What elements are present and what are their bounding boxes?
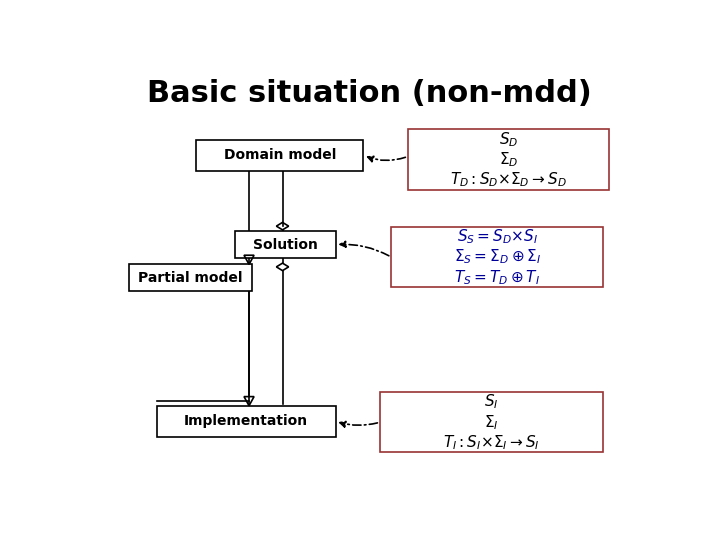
Text: $T_I{:}S_I{\times}\Sigma_I{\rightarrow}S_I$: $T_I{:}S_I{\times}\Sigma_I{\rightarrow}S… xyxy=(444,433,540,451)
Text: $T_S =T_D \oplus T_I$: $T_S =T_D \oplus T_I$ xyxy=(454,268,541,287)
Text: $T_D{:}S_D{\times}\Sigma_D{\rightarrow}S_D$: $T_D{:}S_D{\times}\Sigma_D{\rightarrow}S… xyxy=(450,170,567,189)
Text: $S_I$: $S_I$ xyxy=(485,393,499,411)
Text: Solution: Solution xyxy=(253,238,318,252)
Text: $\Sigma_S= \Sigma_D \oplus \Sigma_I$: $\Sigma_S= \Sigma_D \oplus \Sigma_I$ xyxy=(454,248,541,266)
FancyArrowPatch shape xyxy=(368,157,405,161)
FancyArrowPatch shape xyxy=(340,241,389,256)
FancyBboxPatch shape xyxy=(235,231,336,258)
Text: $S_D$: $S_D$ xyxy=(499,130,518,148)
FancyBboxPatch shape xyxy=(129,265,252,292)
FancyArrowPatch shape xyxy=(340,422,377,427)
FancyBboxPatch shape xyxy=(196,140,364,171)
Text: Basic situation (non-mdd): Basic situation (non-mdd) xyxy=(147,79,591,109)
FancyBboxPatch shape xyxy=(380,392,603,453)
Text: Partial model: Partial model xyxy=(138,271,243,285)
Text: $S_S =S_D {\times} S_I$: $S_S =S_D {\times} S_I$ xyxy=(456,228,538,246)
Text: Implementation: Implementation xyxy=(184,414,308,428)
FancyBboxPatch shape xyxy=(157,406,336,437)
Text: $\Sigma_I$: $\Sigma_I$ xyxy=(485,413,499,431)
Text: Domain model: Domain model xyxy=(223,148,336,162)
Text: $\Sigma_D$: $\Sigma_D$ xyxy=(499,150,518,168)
FancyBboxPatch shape xyxy=(408,129,609,190)
FancyBboxPatch shape xyxy=(392,227,603,287)
